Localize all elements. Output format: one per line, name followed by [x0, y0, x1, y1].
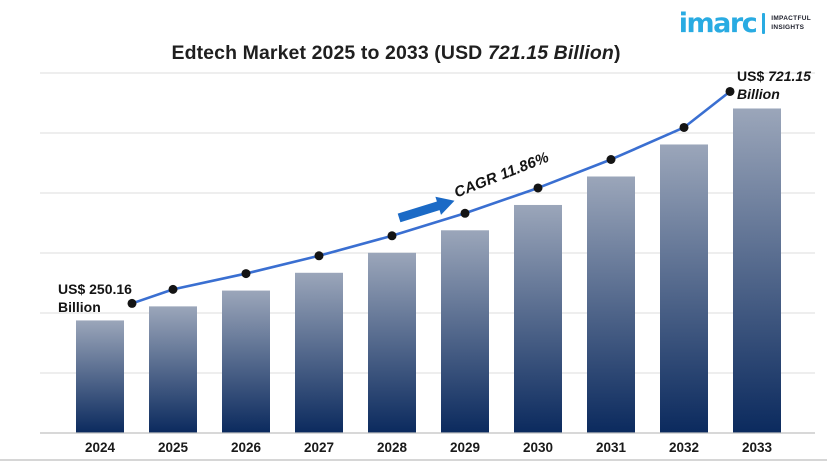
bar-2025 — [149, 306, 197, 433]
bar-2024 — [76, 320, 124, 433]
x-axis-label-2031: 2031 — [596, 440, 627, 455]
data-marker-2030 — [533, 183, 543, 193]
chart-title-value: 721.15 Billion — [487, 42, 614, 64]
logo-divider — [762, 13, 766, 34]
x-axis-label-2033: 2033 — [742, 440, 773, 455]
chart-title: Edtech Market 2025 to 2033 (USD 721.15 B… — [0, 42, 792, 65]
x-axis-label-2025: 2025 — [158, 440, 189, 455]
imarc-logo: imarc IMPACTFUL INSIGHTS — [679, 10, 811, 37]
bar-2030 — [514, 204, 562, 433]
x-axis-label-2024: 2024 — [85, 440, 116, 455]
start-value-label: US$ 250.16 Billion — [58, 281, 132, 315]
bar-2032 — [660, 144, 708, 433]
bar-2027 — [295, 272, 343, 433]
data-marker-2032 — [679, 122, 689, 132]
start-value-line2: Billion — [58, 298, 101, 315]
data-marker-2026 — [241, 269, 251, 279]
data-marker-2029 — [460, 208, 470, 218]
chart-title-prefix: Edtech Market 2025 to 2033 (USD — [171, 42, 488, 64]
data-marker-2031 — [606, 154, 616, 164]
x-axis-label-2028: 2028 — [377, 440, 408, 455]
trend-line — [131, 90, 731, 305]
data-marker-2028 — [387, 231, 397, 241]
imarc-wordmark: imarc — [678, 8, 758, 39]
bar-2033 — [733, 108, 781, 434]
end-value-line1: US$ 721.15 — [737, 68, 811, 85]
x-axis-label-2027: 2027 — [304, 440, 334, 455]
bar-2031 — [587, 176, 635, 434]
chart-title-suffix: ) — [613, 42, 621, 64]
end-value-line2: Billion — [737, 85, 780, 102]
imarc-tagline: IMPACTFUL INSIGHTS — [771, 15, 811, 32]
data-marker-2025 — [168, 284, 178, 294]
data-marker-2033 — [725, 86, 735, 96]
x-axis-label-2026: 2026 — [231, 440, 262, 455]
end-value-label: US$ 721.15 Billion — [737, 68, 811, 102]
cagr-arrow-icon — [397, 196, 455, 223]
x-axis-label-2032: 2032 — [669, 440, 699, 455]
data-marker-2024 — [127, 298, 137, 308]
tagline-line2: INSIGHTS — [771, 23, 805, 31]
start-value-line1: US$ 250.16 — [58, 281, 132, 298]
data-marker-2027 — [314, 251, 324, 261]
bar-2029 — [441, 230, 489, 433]
bar-2026 — [222, 290, 270, 433]
x-axis-label-2029: 2029 — [450, 440, 480, 455]
x-axis-label-2030: 2030 — [523, 440, 553, 455]
tagline-line1: IMPACTFUL — [771, 15, 811, 23]
bar-2028 — [368, 252, 416, 433]
